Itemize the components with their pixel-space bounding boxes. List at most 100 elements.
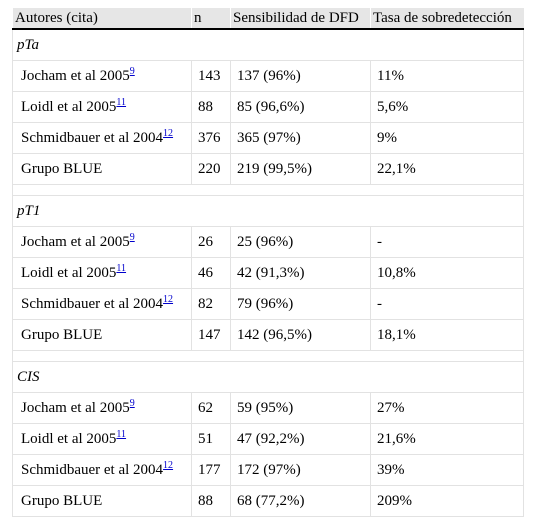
citation: 12 <box>163 460 173 471</box>
citation-link[interactable]: 12 <box>163 293 174 305</box>
citation: 11 <box>116 429 126 440</box>
author-cell: Schmidbauer et al 200412 <box>12 288 192 320</box>
author-cell: Jocham et al 20059 <box>12 60 192 92</box>
data-row: Loidl et al 200511 51 47 (92,2%) 21,6% <box>12 423 524 455</box>
data-row: Grupo BLUE 147 142 (96,5%) 18,1% <box>12 319 524 351</box>
sensitivity-cell: 172 (97%) <box>230 454 371 486</box>
results-table: Autores (cita) n Sensibilidad de DFD Tas… <box>12 8 524 517</box>
citation: 9 <box>130 398 135 409</box>
data-row: Schmidbauer et al 200412 177 172 (97%) 39% <box>12 454 524 486</box>
author-cell: Grupo BLUE <box>12 485 192 517</box>
rate-cell: 209% <box>370 485 524 517</box>
citation-link[interactable]: 11 <box>116 96 127 108</box>
section-label: pT1 <box>12 195 524 227</box>
author-cell: Schmidbauer et al 200412 <box>12 454 192 486</box>
author: Loidl et al 2005 <box>21 430 117 447</box>
author-cell: Jocham et al 20059 <box>12 392 192 424</box>
column-header: Autores (cita) <box>12 8 192 30</box>
author: Grupo BLUE <box>21 492 103 509</box>
sensitivity-cell: 365 (97%) <box>230 122 371 154</box>
data-row: Loidl et al 200511 46 42 (91,3%) 10,8% <box>12 257 524 289</box>
author-cell: Schmidbauer et al 200412 <box>12 122 192 154</box>
author: Schmidbauer et al 2004 <box>21 295 164 312</box>
sensitivity-cell: 47 (92,2%) <box>230 423 371 455</box>
rate-cell: - <box>370 226 524 258</box>
data-row: Loidl et al 200511 88 85 (96,6%) 5,6% <box>12 91 524 123</box>
data-row: Jocham et al 20059 26 25 (96%) - <box>12 226 524 258</box>
n-cell: 46 <box>191 257 231 289</box>
author: Grupo BLUE <box>21 326 103 343</box>
n-cell: 26 <box>191 226 231 258</box>
spacer-row <box>12 184 524 196</box>
citation: 11 <box>116 263 126 274</box>
author-cell: Jocham et al 20059 <box>12 226 192 258</box>
citation-link[interactable]: 12 <box>163 127 174 139</box>
n-cell: 88 <box>191 485 231 517</box>
n-cell: 220 <box>191 153 231 185</box>
citation: 9 <box>130 232 135 243</box>
sensitivity-cell: 137 (96%) <box>230 60 371 92</box>
citation-link[interactable]: 12 <box>163 459 174 471</box>
data-row: Jocham et al 20059 62 59 (95%) 27% <box>12 392 524 424</box>
data-row: Jocham et al 20059 143 137 (96%) 11% <box>12 60 524 92</box>
rate-cell: 10,8% <box>370 257 524 289</box>
rate-cell: 22,1% <box>370 153 524 185</box>
section-row: pT1 <box>12 195 524 227</box>
author: Schmidbauer et al 2004 <box>21 461 164 478</box>
author: Jocham et al 2005 <box>21 233 130 250</box>
rate-cell: 9% <box>370 122 524 154</box>
rate-cell: 5,6% <box>370 91 524 123</box>
author: Grupo BLUE <box>21 160 103 177</box>
author-cell: Grupo BLUE <box>12 319 192 351</box>
rate-cell: 11% <box>370 60 524 92</box>
n-cell: 82 <box>191 288 231 320</box>
section-row: CIS <box>12 361 524 393</box>
section-label: pTa <box>12 28 524 61</box>
author-cell: Loidl et al 200511 <box>12 91 192 123</box>
citation: 9 <box>130 66 135 77</box>
data-row: Schmidbauer et al 200412 376 365 (97%) 9% <box>12 122 524 154</box>
sensitivity-cell: 68 (77,2%) <box>230 485 371 517</box>
author-cell: Loidl et al 200511 <box>12 257 192 289</box>
rate-cell: 39% <box>370 454 524 486</box>
rate-cell: 27% <box>370 392 524 424</box>
rate-cell: - <box>370 288 524 320</box>
author: Jocham et al 2005 <box>21 399 130 416</box>
n-cell: 62 <box>191 392 231 424</box>
sensitivity-cell: 219 (99,5%) <box>230 153 371 185</box>
citation: 12 <box>163 294 173 305</box>
header-row: Autores (cita) n Sensibilidad de DFD Tas… <box>12 8 524 30</box>
section-row: pTa <box>12 28 524 61</box>
sensitivity-cell: 59 (95%) <box>230 392 371 424</box>
sensitivity-cell: 85 (96,6%) <box>230 91 371 123</box>
sensitivity-cell: 79 (96%) <box>230 288 371 320</box>
citation: 11 <box>116 97 126 108</box>
spacer-cell <box>12 184 524 196</box>
n-cell: 177 <box>191 454 231 486</box>
table-body: pTa Jocham et al 20059 143 137 (96%) 11% Loid… <box>12 28 524 517</box>
sensitivity-cell: 142 (96,5%) <box>230 319 371 351</box>
author: Loidl et al 2005 <box>21 264 117 281</box>
citation-link[interactable]: 9 <box>129 231 135 243</box>
rate-cell: 21,6% <box>370 423 524 455</box>
citation-link[interactable]: 11 <box>116 262 127 274</box>
author: Jocham et al 2005 <box>21 67 130 84</box>
n-cell: 88 <box>191 91 231 123</box>
author-cell: Loidl et al 200511 <box>12 423 192 455</box>
column-header: n <box>191 8 231 30</box>
citation: 12 <box>163 128 173 139</box>
column-header: Tasa de sobredetección <box>370 8 524 30</box>
table-header: Autores (cita) n Sensibilidad de DFD Tas… <box>12 8 524 30</box>
citation-link[interactable]: 11 <box>116 428 127 440</box>
rate-cell: 18,1% <box>370 319 524 351</box>
citation-link[interactable]: 9 <box>129 397 135 409</box>
author-cell: Grupo BLUE <box>12 153 192 185</box>
n-cell: 51 <box>191 423 231 455</box>
spacer-row <box>12 350 524 362</box>
spacer-cell <box>12 350 524 362</box>
citation-link[interactable]: 9 <box>129 65 135 77</box>
sensitivity-cell: 42 (91,3%) <box>230 257 371 289</box>
n-cell: 147 <box>191 319 231 351</box>
data-row: Grupo BLUE 88 68 (77,2%) 209% <box>12 485 524 517</box>
